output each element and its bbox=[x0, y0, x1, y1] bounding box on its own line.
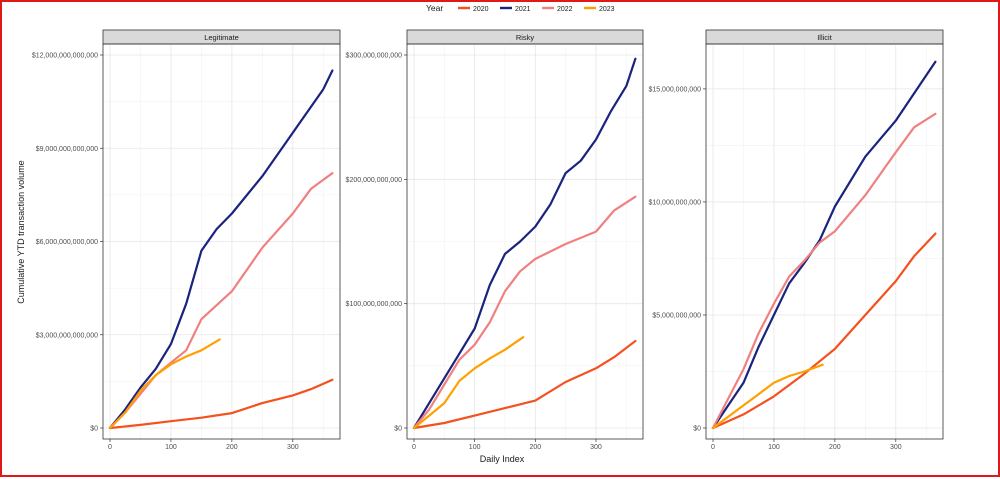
legend-label-2020: 2020 bbox=[473, 6, 489, 13]
series-lines bbox=[108, 69, 334, 430]
panel-legitimate: Legitimate 0 100 200 300 $0 $3,000,000,000,000… bbox=[32, 29, 341, 451]
strip-label: Illicit bbox=[817, 33, 832, 42]
y-tick-label: $10,000,000,000 bbox=[648, 199, 701, 206]
gridlines bbox=[103, 44, 340, 439]
gridlines bbox=[706, 44, 943, 439]
series-line-2020 bbox=[412, 339, 637, 430]
panel-border bbox=[705, 43, 944, 440]
y-tick-label: $15,000,000,000 bbox=[648, 86, 701, 93]
x-tick-label: 100 bbox=[768, 444, 780, 451]
series-line-2023 bbox=[412, 336, 525, 430]
y-tick-label: $300,000,000,000 bbox=[346, 53, 403, 60]
y-tick-label: $6,000,000,000,000 bbox=[36, 239, 98, 246]
series-line-2021 bbox=[711, 60, 937, 430]
x-tick-label: 200 bbox=[529, 444, 541, 451]
legend-label-2022: 2022 bbox=[557, 6, 573, 13]
x-tick-label: 0 bbox=[108, 444, 112, 451]
strip-label: Legitimate bbox=[204, 33, 239, 42]
x-tick-label: 300 bbox=[287, 444, 299, 451]
series-line-2021 bbox=[108, 69, 334, 430]
x-tick-label: 300 bbox=[890, 444, 902, 451]
y-tick-label: $3,000,000,000,000 bbox=[36, 332, 98, 339]
y-tick-label: $12,000,000,000,000 bbox=[32, 53, 98, 60]
panel-border bbox=[406, 43, 644, 440]
legend: Year 2020 2021 2022 2023 bbox=[426, 3, 615, 13]
series-line-2022 bbox=[711, 112, 937, 430]
strip-label: Risky bbox=[516, 33, 535, 42]
y-tick-label: $5,000,000,000 bbox=[652, 312, 701, 319]
x-axis-title: Daily Index bbox=[480, 454, 525, 464]
panel-illicit: Illicit 0 100 200 300 $0 $5,000,000,000 $10,000… bbox=[648, 29, 944, 451]
x-tick-label: 0 bbox=[412, 444, 416, 451]
y-tick-label: $200,000,000,000 bbox=[346, 177, 403, 184]
series-line-2023 bbox=[108, 338, 221, 430]
y-tick-label: $0 bbox=[90, 426, 98, 433]
x-tick-label: 100 bbox=[469, 444, 481, 451]
series-lines bbox=[412, 57, 637, 430]
series-line-2021 bbox=[412, 57, 637, 430]
series-lines bbox=[711, 60, 937, 430]
legend-title: Year bbox=[426, 3, 443, 13]
y-tick-label: $0 bbox=[693, 426, 701, 433]
y-tick-label: $0 bbox=[394, 426, 402, 433]
x-tick-label: 0 bbox=[711, 444, 715, 451]
x-tick-label: 100 bbox=[165, 444, 177, 451]
panels: Legitimate 0 100 200 300 $0 $3,000,000,000,000… bbox=[32, 29, 944, 451]
legend-label-2023: 2023 bbox=[599, 6, 615, 13]
y-tick-label: $9,000,000,000,000 bbox=[36, 146, 98, 153]
x-tick-label: 200 bbox=[829, 444, 841, 451]
x-tick-label: 300 bbox=[590, 444, 602, 451]
y-axis-title: Cumulative YTD transaction volume bbox=[16, 160, 26, 303]
series-line-2022 bbox=[412, 195, 637, 430]
series-line-2020 bbox=[711, 232, 937, 430]
series-line-2020 bbox=[108, 378, 334, 430]
gridlines bbox=[407, 44, 643, 439]
x-tick-label: 200 bbox=[226, 444, 238, 451]
panel-border bbox=[102, 43, 341, 440]
series-line-2022 bbox=[108, 172, 334, 430]
panel-risky: Risky 0 100 200 300 $0 $100,000,000,000 $200,00… bbox=[346, 29, 644, 451]
legend-label-2021: 2021 bbox=[515, 6, 531, 13]
y-tick-label: $100,000,000,000 bbox=[346, 301, 403, 308]
series-line-2023 bbox=[711, 363, 824, 430]
